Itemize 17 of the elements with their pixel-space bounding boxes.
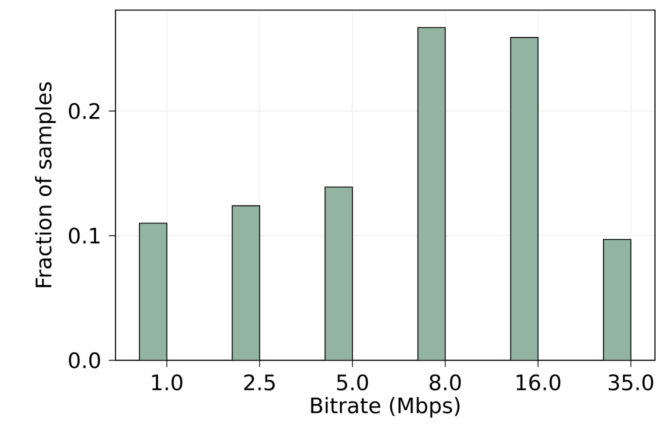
x-tick-label: 35.0 — [608, 374, 654, 390]
y-tick-label: 0.1 — [68, 228, 100, 244]
x-tick-label: 16.0 — [516, 374, 560, 390]
y-tick-label: 0.2 — [68, 102, 100, 120]
x-tick-label: 2.5 — [244, 374, 275, 390]
x-tick-label: 5.0 — [337, 374, 368, 390]
x-tick-label: 1.0 — [152, 374, 182, 390]
bar — [417, 27, 446, 360]
bar — [232, 205, 260, 360]
x-axis-title: Bitrate (Mbps) — [311, 396, 460, 418]
bar — [510, 37, 539, 360]
x-tick-label: 8.0 — [430, 374, 461, 390]
y-axis-title: Fraction of samples — [35, 82, 56, 288]
y-tick-label: 0.0 — [68, 352, 100, 368]
bar — [324, 186, 353, 360]
bar — [603, 238, 632, 360]
bar — [138, 222, 168, 360]
